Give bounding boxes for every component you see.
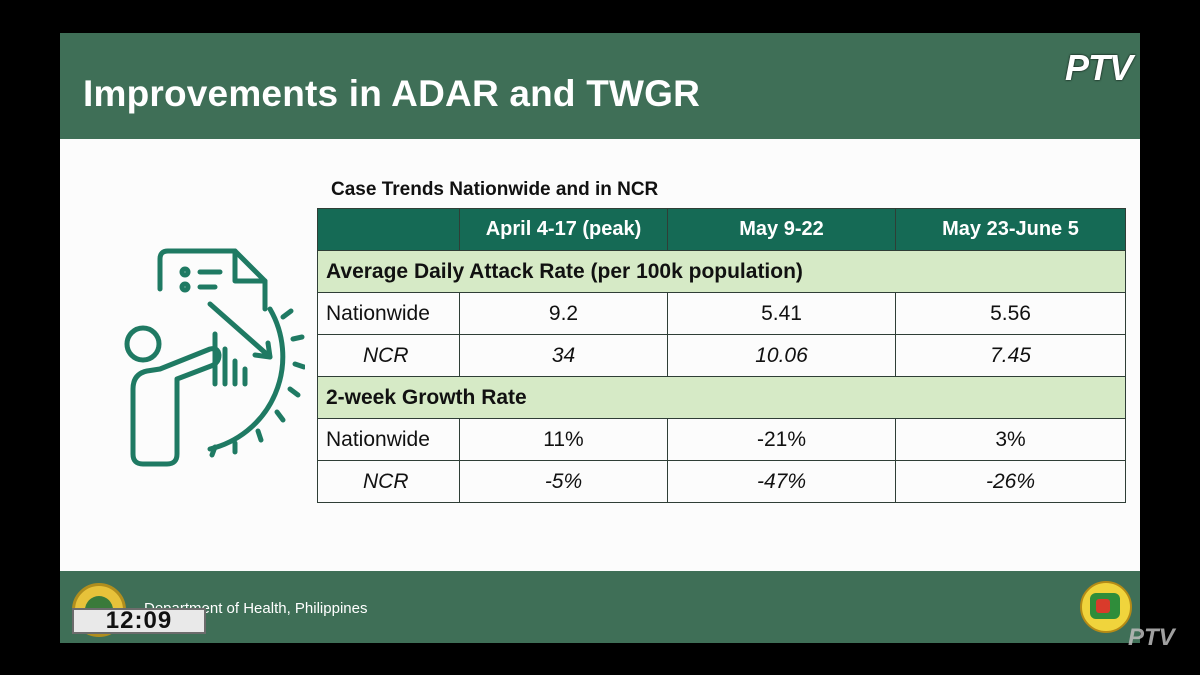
section-row-adar: Average Daily Attack Rate (per 100k popu… (317, 250, 1126, 293)
table-cell: 5.56 (895, 292, 1126, 335)
header-cell-april: April 4-17 (peak) (459, 208, 668, 251)
ptv-logo: PTV (1064, 47, 1133, 88)
table-cell: 5.41 (667, 292, 896, 335)
table-cell: 34 (459, 334, 668, 377)
section-label-adar: Average Daily Attack Rate (per 100k popu… (317, 250, 1126, 293)
row-label: Nationwide (317, 292, 460, 335)
table-title: Case Trends Nationwide and in NCR (331, 179, 659, 200)
row-label: NCR (317, 334, 460, 377)
table-cell: 7.45 (895, 334, 1126, 377)
header-cell-may-23-june-5: May 23-June 5 (895, 208, 1126, 251)
section-row-growth: 2-week Growth Rate (317, 376, 1126, 419)
slide-title: Improvements in ADAR and TWGR (83, 73, 701, 114)
slide-header: Improvements in ADAR and TWGR PTV (60, 33, 1140, 139)
table-cell: -21% (667, 418, 896, 461)
header-cell-may-9-22: May 9-22 (667, 208, 896, 251)
row-label: Nationwide (317, 418, 460, 461)
report-analysis-icon (115, 239, 307, 484)
table-cell: 11% (459, 418, 668, 461)
table-row: NCR -5% -47% -26% (317, 460, 1126, 503)
slide: Improvements in ADAR and TWGR PTV (60, 33, 1140, 643)
table-row: Nationwide 9.2 5.41 5.56 (317, 292, 1126, 335)
broadcast-clock: 12:09 (72, 608, 206, 634)
row-label: NCR (317, 460, 460, 503)
table-cell: -5% (459, 460, 668, 503)
header-cell-blank (317, 208, 460, 251)
case-trends-table: April 4-17 (peak) May 9-22 May 23-June 5… (317, 208, 1126, 503)
section-label-growth: 2-week Growth Rate (317, 376, 1126, 419)
slide-content: Case Trends Nationwide and in NCR April … (60, 139, 1140, 571)
table-header-row: April 4-17 (peak) May 9-22 May 23-June 5 (317, 208, 1126, 251)
ptv-badge-icon (1080, 581, 1132, 633)
table-cell: -47% (667, 460, 896, 503)
table-cell: 3% (895, 418, 1126, 461)
ptv-watermark: PTV (1128, 624, 1175, 651)
table-row: Nationwide 11% -21% 3% (317, 418, 1126, 461)
slide-footer: Department of Health, Philippines (60, 571, 1140, 643)
table-row: NCR 34 10.06 7.45 (317, 334, 1126, 377)
table-cell: -26% (895, 460, 1126, 503)
table-cell: 10.06 (667, 334, 896, 377)
table-cell: 9.2 (459, 292, 668, 335)
